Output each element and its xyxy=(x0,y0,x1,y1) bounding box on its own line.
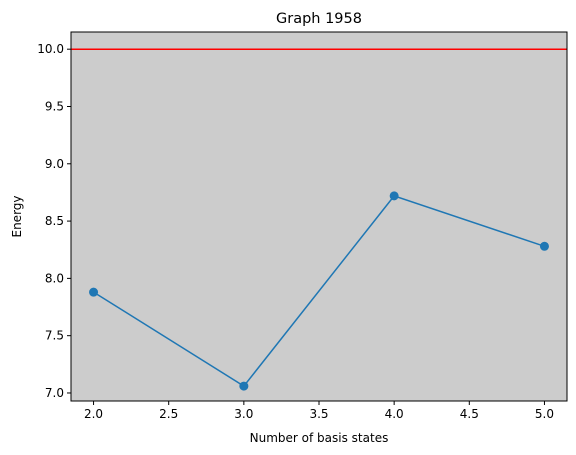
y-tick-label: 7.5 xyxy=(45,329,64,343)
series-line xyxy=(93,194,545,388)
y-axis: 7.0 7.5 8.0 8.5 9.0 9.5 10.0 xyxy=(37,42,71,400)
x-axis-label: Number of basis states xyxy=(250,431,389,445)
data-point xyxy=(539,241,549,251)
plot-area xyxy=(71,32,567,401)
y-tick-label: 7.0 xyxy=(45,386,64,400)
x-tick-label: 4.0 xyxy=(385,407,404,421)
y-tick-label: 8.0 xyxy=(45,271,64,285)
series-layer xyxy=(89,191,549,391)
x-tick-label: 5.0 xyxy=(535,407,554,421)
x-axis: 2.0 2.5 3.0 3.5 4.0 4.5 5.0 xyxy=(84,401,554,421)
x-tick-label: 3.0 xyxy=(234,407,253,421)
y-tick-label: 10.0 xyxy=(37,42,64,56)
data-point xyxy=(239,381,249,391)
x-tick-label: 3.5 xyxy=(309,407,328,421)
data-point xyxy=(389,191,399,201)
x-tick-label: 2.5 xyxy=(159,407,178,421)
y-tick-label: 8.5 xyxy=(45,214,64,228)
x-tick-label: 2.0 xyxy=(84,407,103,421)
y-tick-label: 9.5 xyxy=(45,99,64,113)
y-tick-label: 9.0 xyxy=(45,157,64,171)
y-axis-label: Energy xyxy=(10,195,24,237)
chart-title: Graph 1958 xyxy=(276,11,362,27)
data-point xyxy=(89,287,99,297)
x-tick-label: 4.5 xyxy=(460,407,479,421)
